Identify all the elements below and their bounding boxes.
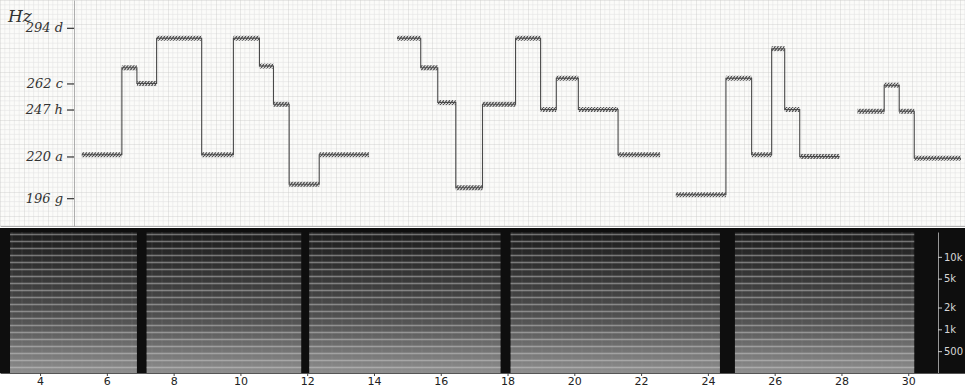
y-axis-title: Hz xyxy=(7,6,33,26)
time-axis-tick: 28 xyxy=(835,373,849,388)
time-axis-tick: 6 xyxy=(104,373,111,388)
harmonic-texture xyxy=(309,232,500,373)
frequency-axis-tick-mark xyxy=(938,279,942,280)
frequency-axis-line xyxy=(938,233,939,374)
figure: 294 d 262 c 247 h 220 a 196 g Hz 10k 5k 2k 1k 500 4… xyxy=(0,0,965,391)
spectrogram-block-group xyxy=(511,232,720,373)
y-axis-tick-label: 262 c xyxy=(26,76,64,91)
time-axis-tick-label: 8 xyxy=(171,375,178,388)
frequency-axis-tick-label: 10k xyxy=(944,252,963,263)
time-axis-tick-label: 28 xyxy=(835,375,849,388)
spectrogram-block-group xyxy=(309,232,500,373)
time-axis-tick-label: 26 xyxy=(768,375,782,388)
time-axis-tick-label: 4 xyxy=(37,375,44,388)
time-axis-tick: 12 xyxy=(301,373,315,388)
time-axis-tick-label: 16 xyxy=(434,375,448,388)
frequency-axis-tick: 5k xyxy=(938,273,956,284)
x-axis-line xyxy=(1,226,965,227)
harmonic-texture xyxy=(147,232,302,373)
time-axis-tick: 22 xyxy=(635,373,649,388)
frequency-axis-tick-label: 2k xyxy=(944,302,956,313)
time-axis-tick-label: 30 xyxy=(902,375,916,388)
time-axis-tick-label: 24 xyxy=(701,375,715,388)
y-axis-tick-mark xyxy=(67,198,74,199)
y-axis-tick: 196 g xyxy=(26,191,74,206)
frequency-axis-tick-label: 5k xyxy=(944,273,956,284)
spectrogram-block xyxy=(511,232,720,373)
time-axis-tick: 24 xyxy=(701,373,715,388)
time-axis-tick: 16 xyxy=(434,373,448,388)
spectrogram-block-group xyxy=(147,232,302,373)
spectrogram-block xyxy=(309,232,500,373)
y-axis-tick: 247 h xyxy=(25,102,74,117)
y-axis: 294 d 262 c 247 h 220 a 196 g xyxy=(25,1,75,227)
time-axis-line xyxy=(1,373,965,374)
y-axis-tick-mark xyxy=(67,28,74,29)
spectrogram-block-group xyxy=(10,232,137,373)
time-axis-tick-label: 20 xyxy=(568,375,582,388)
frequency-axis-tick: 2k xyxy=(938,302,956,313)
y-axis-tick-label: 247 h xyxy=(25,102,63,117)
time-axis-strip xyxy=(0,373,965,391)
frequency-axis: 10k 5k 2k 1k 500 xyxy=(938,233,963,374)
time-axis-tick-label: 14 xyxy=(367,375,381,388)
time-axis-tick: 4 xyxy=(37,373,44,388)
spectrogram-background xyxy=(0,228,965,373)
time-axis-tick-label: 6 xyxy=(104,375,111,388)
harmonic-texture xyxy=(511,232,720,373)
frequency-axis-tick-mark xyxy=(938,257,942,258)
y-axis-tick: 262 c xyxy=(26,76,74,91)
time-axis-tick: 8 xyxy=(171,373,178,388)
x-axis xyxy=(1,226,965,227)
harmonic-texture xyxy=(735,232,914,373)
frequency-axis-tick-label: 500 xyxy=(944,346,963,357)
y-axis-tick-label: 196 g xyxy=(26,191,63,206)
y-axis-tick-mark xyxy=(67,83,74,84)
time-axis-tick: 26 xyxy=(768,373,782,388)
frequency-axis-tick-label: 1k xyxy=(944,324,956,335)
plot-area xyxy=(82,36,961,197)
time-axis: 4 6 8 10 12 14 16 18 20 22 24 26 28 30 xyxy=(1,373,965,388)
y-axis-tick-mark xyxy=(67,109,74,110)
spectrogram-area xyxy=(10,232,914,373)
time-axis-tick: 14 xyxy=(367,373,381,388)
frequency-axis-tick: 10k xyxy=(938,252,963,263)
time-axis-tick-label: 18 xyxy=(501,375,515,388)
frequency-axis-tick-mark xyxy=(938,308,942,309)
time-axis-tick-label: 22 xyxy=(635,375,649,388)
spectrogram-block xyxy=(735,232,914,373)
time-axis-tick: 10 xyxy=(234,373,248,388)
harmonic-texture xyxy=(10,232,137,373)
frequency-axis-tick-mark xyxy=(938,351,942,352)
spectrogram-block-group xyxy=(735,232,914,373)
y-axis-tick-label: 220 a xyxy=(25,149,63,164)
frequency-axis-tick: 500 xyxy=(938,346,963,357)
time-axis-tick: 18 xyxy=(501,373,515,388)
time-axis-tick-label: 12 xyxy=(301,375,315,388)
y-axis-tick-mark xyxy=(67,156,74,157)
time-axis-tick: 20 xyxy=(568,373,582,388)
time-axis-tick: 30 xyxy=(902,373,916,388)
pitch-line xyxy=(82,38,961,194)
y-axis-tick: 294 d xyxy=(25,20,74,35)
spectrogram-block xyxy=(147,232,302,373)
y-axis-tick: 220 a xyxy=(25,149,74,164)
time-axis-tick-label: 10 xyxy=(234,375,248,388)
frequency-axis-tick: 1k xyxy=(938,324,956,335)
frequency-axis-tick-mark xyxy=(938,329,942,330)
spectrogram-block xyxy=(10,232,137,373)
y-axis-line xyxy=(74,1,75,227)
graph-paper xyxy=(0,0,965,226)
